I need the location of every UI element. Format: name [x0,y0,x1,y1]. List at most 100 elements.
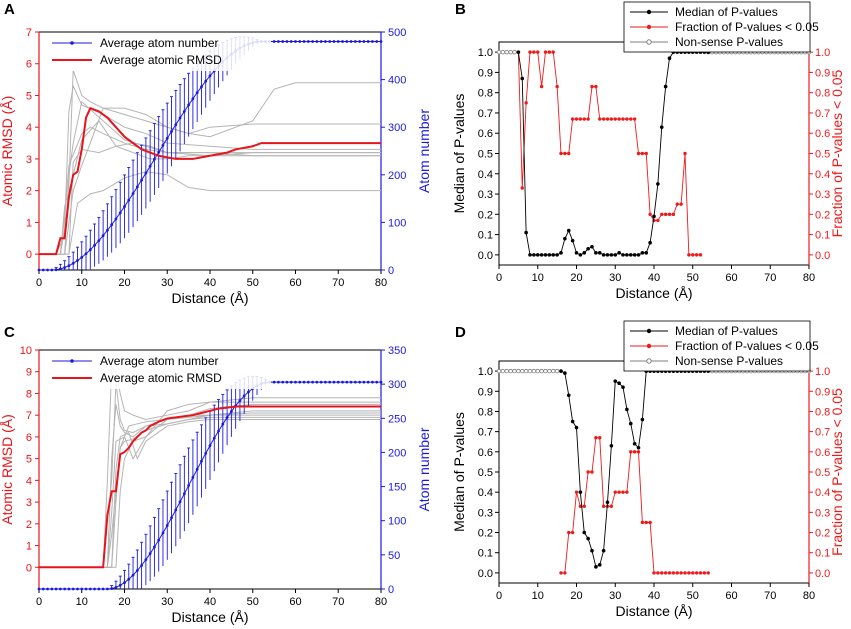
fraction-point [570,530,575,535]
y-left-tick-label: 8 [26,388,32,400]
median-point [621,385,625,390]
atom-number-point [328,40,332,43]
atom-number-point [371,380,374,384]
atom-number-point [277,380,280,384]
median-point [563,236,567,241]
y-left-tick-label: 6 [26,432,32,444]
fraction-point [539,84,544,89]
median-point [632,441,637,446]
atom-number-point [165,524,169,527]
nonsense-point [539,368,544,374]
y-left-tick-label: 0.5 [478,149,493,161]
median-point [597,563,602,567]
fraction-point [667,571,672,575]
atom-number-point [80,587,84,591]
y-right-tick-label: 250 [388,413,406,425]
y-right-tick-label: 100 [388,217,406,229]
atom-number-point [358,40,362,43]
median-point [594,251,598,255]
x-tick-label: 40 [204,596,216,608]
y-right-axis-label: Fraction of P-values < 0.05 [829,388,845,556]
y-left-axis-label: Median of P-values [451,94,467,214]
legend-nonsense-marker [646,39,652,45]
y-left-tick-label: 4 [26,122,32,134]
fraction-point [694,571,699,575]
y-right-axis-label: Fraction of P-values < 0.05 [829,69,845,237]
nonsense-point [496,49,502,55]
atom-number-point [379,40,383,43]
fraction-point [629,450,633,454]
y-left-tick-label: 9 [26,367,32,379]
y-left-tick-label: 0.2 [478,209,493,221]
fraction-point [555,84,559,89]
nonsense-point [504,368,509,374]
fraction-point [632,117,637,121]
atom-number-point [174,508,178,512]
fraction-point [694,253,699,257]
fraction-point [570,117,575,121]
atom-number-point [144,558,148,562]
legend-median-marker [646,9,652,15]
y-right-tick-label: 0.8 [815,88,830,100]
panel-label-a: A [4,1,15,18]
atom-number-point [101,234,105,238]
atom-number-point [71,261,75,265]
median-point [524,230,528,235]
median-point [570,419,575,424]
y-right-tick-label: 0.4 [815,487,830,499]
atom-number-point [41,587,45,591]
median-point [582,530,587,535]
fraction-point [563,151,567,156]
atom-number-point [144,171,148,175]
median-point [640,417,645,422]
fraction-point [698,571,703,575]
legend-nonsense-label: Non-sense P-values [675,35,783,49]
median-point [578,490,583,494]
atom-number-point [247,390,250,394]
median-point [594,565,598,569]
fraction-point [520,186,524,190]
y-right-tick-label: 400 [388,75,406,87]
fraction-point [675,571,679,575]
median-point [539,253,544,257]
average-rmsd-line [39,405,381,569]
atom-number-point [200,85,203,89]
nonsense-point [527,368,533,374]
fraction-point [609,504,614,509]
fraction-point [617,490,621,494]
chart-a: 0 10 20 30 40 50 60 70 8001234567010020030040050… [0,27,432,306]
y-right-tick-label: 1.0 [815,366,830,378]
nonsense-point [547,368,552,374]
fraction-point [636,450,641,454]
atom-number-point [311,40,314,43]
median-point [559,251,563,255]
x-tick-label: 30 [161,596,173,608]
atom-number-point [353,380,357,384]
nonsense-point [554,368,560,374]
nonsense-point [496,368,502,374]
atom-number-point [289,380,293,384]
chart-c: 0 10 20 30 40 50 60 70 8001234567891005010015020… [0,345,432,625]
x-axis-label: Distance (Å) [171,290,248,306]
atom-number-point [204,79,208,83]
atom-number-point [328,380,332,384]
atom-number-point [195,467,199,471]
y-right-tick-label: 0 [388,584,394,596]
y-right-tick-label: 300 [388,379,406,391]
y-right-tick-label: 0.7 [815,427,830,439]
atom-number-point [212,436,216,440]
atom-number-point [80,255,84,259]
y-right-tick-label: 0.5 [815,149,830,161]
y-right-tick-label: 0 [388,265,394,277]
atom-number-point [195,91,199,95]
x-tick-label: 80 [803,590,815,602]
y-left-tick-label: 0.1 [478,230,493,242]
y-right-axis-label: Atom number [416,427,432,511]
individual-rmsd-series [39,100,381,255]
y-left-tick-label: 0.0 [478,568,493,580]
atom-number-point [242,394,246,398]
atom-number-point [345,40,349,43]
y-left-tick-label: 0.6 [478,128,493,140]
atom-number-point [371,40,374,43]
individual-rmsd-series [39,412,381,568]
